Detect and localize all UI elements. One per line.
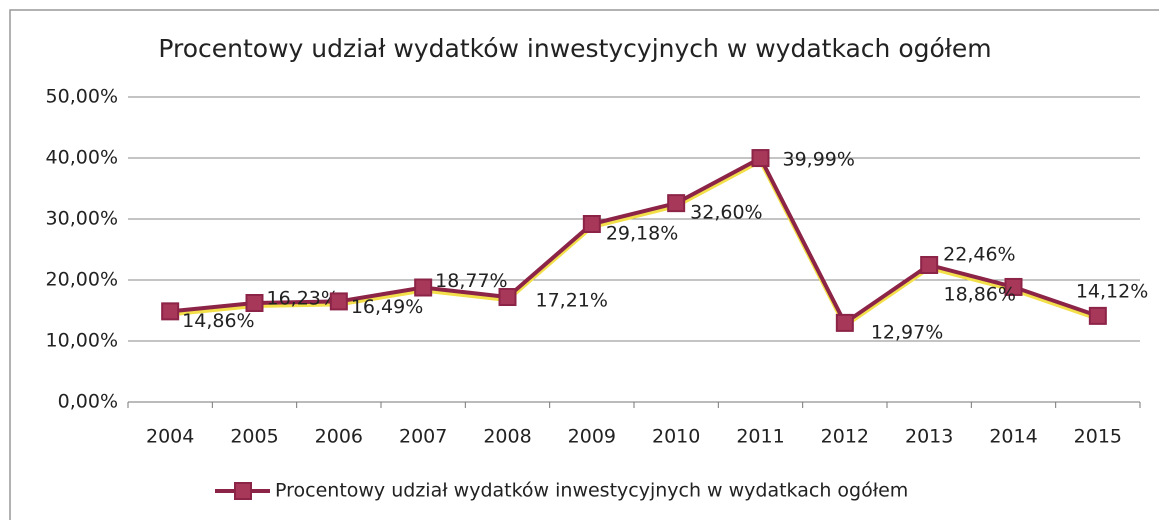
x-tick-label: 2006 xyxy=(315,426,363,448)
x-tick-label: 2013 xyxy=(905,426,953,448)
y-tick-label: 30,00% xyxy=(46,208,118,230)
x-tick-label: 2011 xyxy=(736,426,784,448)
line xyxy=(169,155,1099,326)
x-tick-label: 2009 xyxy=(568,426,616,448)
data-label: 29,18% xyxy=(606,223,678,245)
x-tick-label: 2005 xyxy=(230,426,278,448)
data-label: 16,23% xyxy=(267,287,339,309)
x-tick-label: 2014 xyxy=(989,426,1037,448)
marker xyxy=(329,292,348,311)
marker xyxy=(751,149,770,168)
x-tick-label: 2007 xyxy=(399,426,447,448)
data-label: 12,97% xyxy=(871,321,943,343)
data-label: 18,77% xyxy=(435,270,507,292)
chart-title: Procentowy udział wydatków inwestycyjnyc… xyxy=(158,34,991,63)
marker xyxy=(161,302,180,321)
x-tick-label: 2015 xyxy=(1074,426,1122,448)
data-label: 16,49% xyxy=(351,296,423,318)
x-tick-label: 2012 xyxy=(821,426,869,448)
y-tick-label: 10,00% xyxy=(46,330,118,352)
marker xyxy=(920,255,939,274)
data-label: 14,86% xyxy=(182,310,254,332)
marker xyxy=(667,194,686,213)
x-tick-label: 2008 xyxy=(483,426,531,448)
data-label: 39,99% xyxy=(783,149,855,171)
data-label: 18,86% xyxy=(944,283,1016,305)
legend-label: Procentowy udział wydatków inwestycyjnyc… xyxy=(275,480,908,502)
marker xyxy=(1004,277,1023,296)
y-tick-label: 40,00% xyxy=(46,147,118,169)
legend-marker xyxy=(234,482,252,500)
y-tick-label: 20,00% xyxy=(46,269,118,291)
marker xyxy=(1088,306,1107,325)
x-tick-label: 2004 xyxy=(146,426,194,448)
x-tick-label: 2010 xyxy=(652,426,700,448)
y-tick-label: 0,00% xyxy=(58,391,118,413)
marker xyxy=(498,288,517,307)
marker xyxy=(245,293,264,312)
data-label: 14,12% xyxy=(1076,280,1148,302)
data-label: 22,46% xyxy=(943,243,1015,265)
chart-frame xyxy=(9,9,1159,520)
marker xyxy=(835,313,854,332)
line-shadow xyxy=(169,158,1099,329)
marker xyxy=(414,278,433,297)
data-label: 32,60% xyxy=(690,202,762,224)
y-tick-label: 50,00% xyxy=(46,86,118,108)
marker xyxy=(582,215,601,234)
data-label: 17,21% xyxy=(536,290,608,312)
